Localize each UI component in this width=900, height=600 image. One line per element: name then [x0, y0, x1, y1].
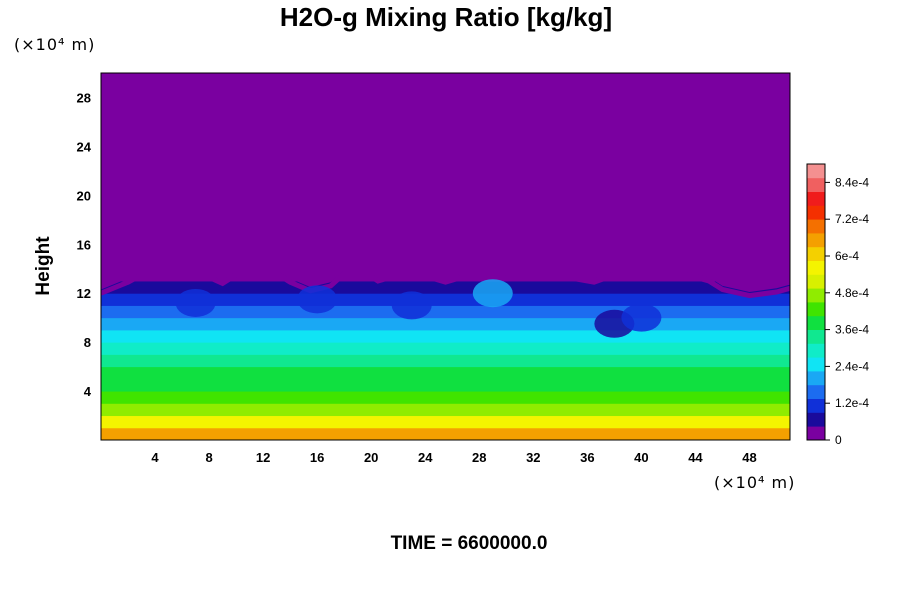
colorbar-frame [806, 163, 826, 441]
profile-band [101, 391, 790, 404]
chart-title: H2O-g Mixing Ratio [kg/kg] [280, 2, 612, 32]
dry-patch [391, 291, 432, 320]
y-tick-label: 28 [77, 90, 91, 105]
colorbar-segment [807, 164, 825, 179]
x-tick-label: 8 [205, 450, 212, 465]
colorbar-tick-label: 1.2e-4 [835, 396, 869, 410]
colorbar-tick-label: 3.6e-4 [835, 323, 869, 337]
profile-band [101, 415, 790, 429]
profile-band [101, 342, 790, 355]
y-axis-unit: (×10⁴ m) [14, 35, 95, 54]
y-tick-label: 16 [77, 237, 91, 252]
profile-band [101, 354, 790, 368]
x-tick-label: 40 [634, 450, 648, 465]
colorbar-tick-labels: 0 1.2e-4 2.4e-4 3.6e-4 4.8e-4 6e-4 7.2e-4 8.4e-… [825, 175, 869, 447]
colorbar-segment [807, 246, 825, 261]
y-tick-label: 20 [77, 188, 91, 203]
colorbar-tick-label: 2.4e-4 [835, 359, 869, 373]
colorbar-tick-label: 6e-4 [835, 249, 859, 263]
x-tick-label: 4 [151, 450, 159, 465]
colorbar-segment [807, 398, 825, 413]
colorbar-segment [807, 260, 825, 275]
profile-band [101, 403, 790, 417]
y-axis-label: Height [33, 236, 54, 296]
colorbar-segment [807, 329, 825, 344]
y-tick-label: 12 [77, 286, 91, 301]
plot-frame [100, 72, 791, 441]
colorbar-tick-label: 0 [835, 433, 842, 447]
colorbar-segment [807, 426, 825, 441]
plot-area [101, 73, 790, 440]
x-tick-label: 16 [310, 450, 324, 465]
colorbar-segment [807, 191, 825, 206]
x-tick-label: 20 [364, 450, 378, 465]
colorbar-segment [807, 371, 825, 386]
x-tick-label: 32 [526, 450, 540, 465]
x-tick-label: 24 [418, 450, 433, 465]
dry-patch [175, 288, 216, 317]
colorbar-segment [807, 357, 825, 372]
colorbar-segment [807, 343, 825, 358]
x-tick-label: 12 [256, 450, 270, 465]
colorbar-segment [807, 302, 825, 317]
colorbar-segment [807, 384, 825, 399]
y-tick-label: 24 [77, 139, 92, 154]
colorbar-segment [807, 315, 825, 330]
profile-band [101, 280, 790, 294]
colorbar-segment [807, 233, 825, 248]
moist-top-edge [101, 269, 790, 299]
profile-band [101, 366, 790, 380]
x-axis-unit: (×10⁴ m) [714, 473, 795, 492]
colorbar-tick-label: 7.2e-4 [835, 212, 869, 226]
profile-band [101, 317, 790, 331]
time-label: TIME = 6600000.0 [391, 533, 548, 554]
y-tick-label: 8 [84, 335, 91, 350]
x-tick-label: 28 [472, 450, 486, 465]
x-tick-label: 36 [580, 450, 594, 465]
colorbar-segment [807, 177, 825, 192]
colorbar-tick-label: 4.8e-4 [835, 286, 869, 300]
dry-patch [297, 285, 338, 314]
colorbar [806, 163, 826, 441]
colorbar-segment [807, 219, 825, 234]
profile-band [101, 378, 790, 392]
colorbar-segment [807, 288, 825, 303]
colorbar-segment [807, 205, 825, 220]
dry-air-above [101, 73, 790, 292]
colorbar-segment [807, 412, 825, 427]
dry-patch [472, 279, 513, 308]
profile-band [101, 427, 790, 440]
dry-patch [621, 303, 662, 332]
x-tick-label: 44 [688, 450, 703, 465]
y-tick-label: 4 [84, 384, 92, 399]
x-tick-label: 48 [742, 450, 756, 465]
profile-band [101, 329, 790, 343]
profile-band [101, 293, 790, 306]
colorbar-tick-label: 8.4e-4 [835, 175, 869, 189]
colorbar-segment [807, 274, 825, 289]
x-tick-labels: 4 8 12 16 20 24 28 32 36 40 44 48 [151, 450, 756, 465]
y-tick-labels: 4 8 12 16 20 24 28 [77, 90, 92, 399]
